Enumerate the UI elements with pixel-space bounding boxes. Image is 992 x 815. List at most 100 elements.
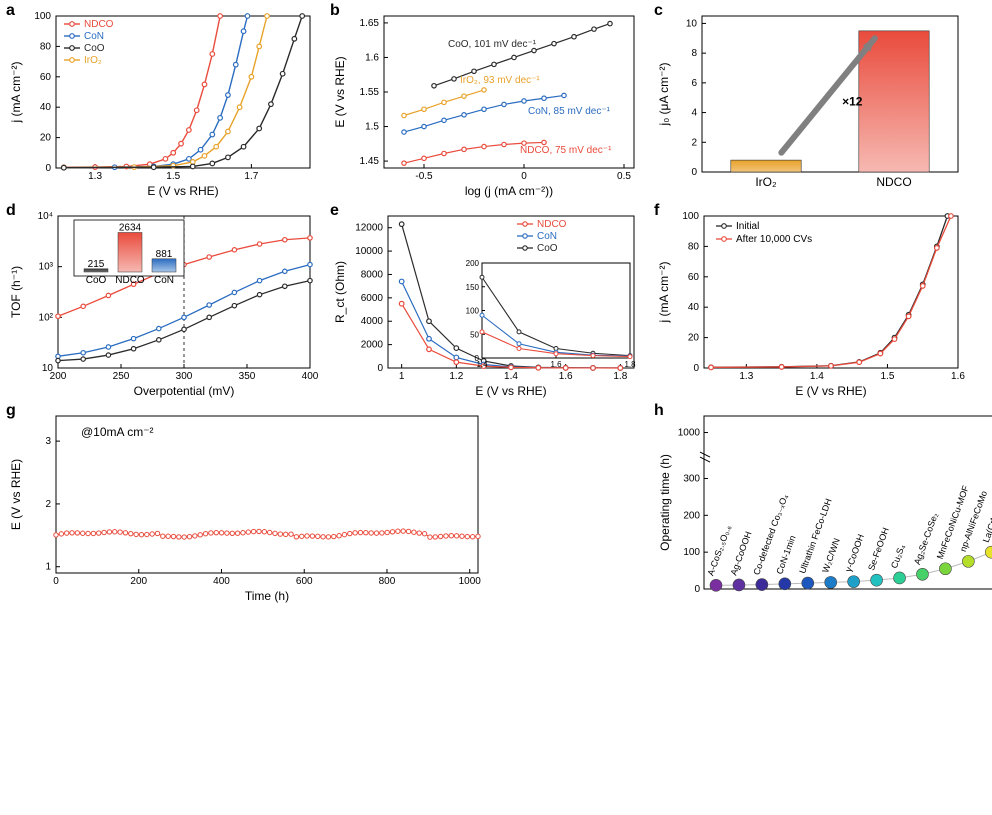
panel-a: a1.31.51.7020406080100E (V vs RHE)j (mA … bbox=[8, 8, 318, 198]
svg-text:200: 200 bbox=[683, 510, 700, 521]
svg-text:NDCO: NDCO bbox=[876, 175, 911, 189]
svg-text:300: 300 bbox=[176, 371, 193, 382]
svg-text:Operating time (h): Operating time (h) bbox=[658, 454, 672, 551]
svg-text:215: 215 bbox=[88, 259, 105, 270]
svg-text:Cu₂S₄: Cu₂S₄ bbox=[889, 543, 907, 570]
panel-e: e11.21.41.61.802000400060008000100001200… bbox=[332, 208, 642, 398]
svg-text:1000: 1000 bbox=[678, 428, 701, 439]
svg-text:CoN: CoN bbox=[154, 275, 174, 286]
svg-text:250: 250 bbox=[113, 371, 130, 382]
svg-text:1.6: 1.6 bbox=[365, 52, 379, 63]
svg-text:60: 60 bbox=[688, 272, 700, 283]
svg-text:1.5: 1.5 bbox=[365, 122, 379, 133]
panel-g: g02004006008001000123Time (h)E (V vs RHE… bbox=[8, 408, 642, 603]
svg-text:1.6: 1.6 bbox=[550, 360, 562, 369]
label-c: c bbox=[654, 2, 663, 20]
svg-text:3: 3 bbox=[45, 436, 51, 447]
svg-text:12000: 12000 bbox=[355, 223, 383, 234]
svg-text:10³: 10³ bbox=[39, 262, 54, 273]
svg-text:CoN-1min: CoN-1min bbox=[774, 534, 797, 575]
svg-text:1.7: 1.7 bbox=[244, 171, 258, 182]
svg-text:E (V vs RHE): E (V vs RHE) bbox=[475, 384, 546, 398]
label-b: b bbox=[330, 2, 340, 20]
svg-text:80: 80 bbox=[688, 241, 700, 252]
svg-text:2000: 2000 bbox=[361, 340, 384, 351]
svg-text:400: 400 bbox=[302, 371, 318, 382]
svg-text:CoO, 101 mV dec⁻¹: CoO, 101 mV dec⁻¹ bbox=[448, 39, 537, 50]
svg-text:0: 0 bbox=[377, 363, 383, 374]
svg-text:0: 0 bbox=[475, 354, 480, 363]
svg-text:350: 350 bbox=[239, 371, 256, 382]
label-h: h bbox=[654, 402, 664, 420]
label-d: d bbox=[6, 202, 16, 220]
svg-text:10²: 10² bbox=[39, 312, 54, 323]
svg-text:150: 150 bbox=[466, 283, 480, 292]
panel-h: h01002003001000Operating time (h)A-CoS₂.… bbox=[656, 408, 992, 603]
svg-text:1000: 1000 bbox=[459, 576, 482, 587]
svg-text:-0.5: -0.5 bbox=[415, 171, 433, 182]
label-f: f bbox=[654, 202, 659, 220]
svg-text:10⁴: 10⁴ bbox=[38, 211, 53, 222]
svg-text:2: 2 bbox=[691, 137, 697, 148]
svg-text:After 10,000 CVs: After 10,000 CVs bbox=[736, 234, 812, 245]
panel-f: f1.31.41.51.6020406080100E (V vs RHE)j (… bbox=[656, 208, 992, 398]
svg-text:1: 1 bbox=[399, 371, 405, 382]
svg-text:NDCO, 75 mV dec⁻¹: NDCO, 75 mV dec⁻¹ bbox=[520, 145, 612, 156]
svg-text:γ-CoOOH: γ-CoOOH bbox=[843, 533, 866, 574]
svg-text:1.6: 1.6 bbox=[559, 371, 573, 382]
svg-text:1.3: 1.3 bbox=[739, 371, 753, 382]
svg-text:CoO: CoO bbox=[86, 275, 107, 286]
svg-text:1.55: 1.55 bbox=[360, 87, 380, 98]
svg-text:10: 10 bbox=[686, 18, 698, 29]
svg-text:4000: 4000 bbox=[361, 316, 384, 327]
svg-text:1: 1 bbox=[45, 562, 51, 573]
svg-text:0: 0 bbox=[693, 363, 699, 374]
label-a: a bbox=[6, 2, 15, 20]
svg-text:NDCO: NDCO bbox=[84, 19, 114, 30]
svg-text:CoN, 85 mV dec⁻¹: CoN, 85 mV dec⁻¹ bbox=[528, 106, 611, 117]
svg-text:1.6: 1.6 bbox=[951, 371, 965, 382]
svg-text:1.5: 1.5 bbox=[166, 171, 180, 182]
svg-text:1.4: 1.4 bbox=[504, 371, 518, 382]
svg-text:200: 200 bbox=[130, 576, 147, 587]
svg-text:CoN: CoN bbox=[537, 231, 557, 242]
svg-text:0.5: 0.5 bbox=[617, 171, 631, 182]
svg-text:j₀ (μA cm⁻²): j₀ (μA cm⁻²) bbox=[657, 63, 671, 127]
svg-text:IrO₂: IrO₂ bbox=[755, 175, 777, 189]
svg-text:IrO₂: IrO₂ bbox=[84, 55, 102, 66]
svg-text:j (mA cm⁻²): j (mA cm⁻²) bbox=[9, 62, 23, 124]
svg-text:400: 400 bbox=[213, 576, 230, 587]
svg-text:CoO: CoO bbox=[537, 243, 558, 254]
svg-text:40: 40 bbox=[688, 302, 700, 313]
svg-text:40: 40 bbox=[40, 102, 52, 113]
svg-text:E (V vs RHE): E (V vs RHE) bbox=[795, 384, 866, 398]
svg-text:6: 6 bbox=[691, 78, 697, 89]
label-e: e bbox=[330, 202, 339, 220]
svg-text:10: 10 bbox=[42, 363, 54, 374]
svg-text:8000: 8000 bbox=[361, 269, 384, 280]
svg-text:Ag-CoOOH: Ag-CoOOH bbox=[728, 530, 753, 577]
svg-text:100: 100 bbox=[682, 211, 699, 222]
svg-text:NDCO: NDCO bbox=[537, 219, 567, 230]
svg-text:800: 800 bbox=[379, 576, 396, 587]
svg-text:100: 100 bbox=[466, 307, 480, 316]
svg-text:50: 50 bbox=[470, 330, 479, 339]
svg-text:CoO: CoO bbox=[84, 43, 105, 54]
svg-text:0: 0 bbox=[45, 163, 51, 174]
svg-text:NDCO: NDCO bbox=[115, 275, 145, 286]
svg-text:Se-FeOOH: Se-FeOOH bbox=[866, 526, 891, 572]
svg-text:100: 100 bbox=[34, 11, 51, 22]
svg-text:60: 60 bbox=[40, 72, 52, 83]
svg-text:1.5: 1.5 bbox=[880, 371, 894, 382]
svg-text:CoN: CoN bbox=[84, 31, 104, 42]
svg-text:E (V vs RHE): E (V vs RHE) bbox=[9, 459, 23, 530]
svg-text:j (mA cm⁻²): j (mA cm⁻²) bbox=[657, 262, 671, 324]
svg-text:1.3: 1.3 bbox=[88, 171, 102, 182]
svg-text:×12: ×12 bbox=[842, 94, 863, 108]
panel-b: b-0.500.51.451.51.551.61.65log (j (mA cm… bbox=[332, 8, 642, 198]
svg-text:600: 600 bbox=[296, 576, 313, 587]
svg-text:1.8: 1.8 bbox=[613, 371, 627, 382]
svg-text:1.2: 1.2 bbox=[449, 371, 463, 382]
svg-text:0: 0 bbox=[694, 584, 700, 595]
svg-text:2634: 2634 bbox=[119, 222, 142, 233]
